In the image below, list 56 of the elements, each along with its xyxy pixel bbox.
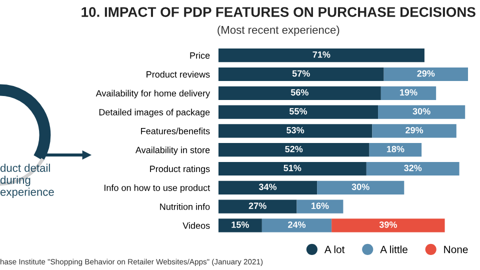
bar — [218, 143, 370, 157]
y-tick-label: Nutrition info — [160, 203, 210, 210]
bar — [218, 86, 381, 100]
chart-subtitle: (Most recent experience) — [218, 26, 340, 36]
y-tick-label: Features/benefits — [141, 128, 210, 134]
y-tick-label: Availability in store — [135, 146, 210, 155]
data-label: 52% — [285, 146, 303, 152]
legend-label: A lot — [324, 246, 345, 254]
bar — [369, 143, 422, 157]
data-label: 16% — [312, 202, 329, 209]
data-label: 24% — [288, 221, 306, 228]
data-label: 29% — [417, 70, 435, 77]
text: duct detail during experience — [0, 164, 54, 198]
y-tick-label: Price — [190, 52, 210, 59]
bar — [372, 124, 456, 138]
data-label: 27% — [248, 202, 266, 209]
data-label: 18% — [386, 146, 404, 152]
bar — [218, 105, 378, 119]
data-label: 29% — [406, 126, 424, 134]
legend-label: None — [444, 246, 468, 254]
bar — [262, 218, 332, 232]
data-label: 56% — [290, 89, 308, 96]
bar — [218, 200, 297, 214]
data-label: 15% — [232, 222, 249, 228]
chart-title: 10. IMPACT OF PDP FEATURES ON PURCHASE DECISIONS — [82, 7, 476, 17]
bar — [218, 180, 318, 194]
bar — [378, 105, 466, 119]
y-tick-label: Videos — [182, 222, 210, 229]
data-label: 57% — [292, 70, 310, 77]
data-label: 19% — [400, 89, 418, 96]
data-label: 30% — [412, 108, 430, 114]
y-tick-label: Detailed images of package — [99, 108, 210, 118]
bar — [218, 67, 384, 82]
bar — [384, 67, 468, 82]
data-label: 34% — [258, 184, 277, 190]
bar — [317, 180, 404, 194]
bar — [380, 86, 436, 100]
data-label: 53% — [286, 126, 304, 134]
y-tick-label: Info on how to use product — [104, 184, 210, 193]
data-label: 39% — [379, 221, 397, 228]
bar — [332, 218, 445, 232]
bar — [366, 162, 460, 176]
y-tick-label: Product reviews — [146, 70, 210, 78]
data-label: 32% — [404, 164, 422, 172]
y-tick-label: Product ratings — [150, 165, 210, 174]
bar — [218, 124, 372, 138]
bar — [218, 162, 366, 176]
data-label: 55% — [289, 108, 308, 114]
bar — [296, 200, 344, 214]
data-label: 51% — [284, 164, 302, 172]
bar — [218, 218, 262, 232]
data-label: 30% — [352, 184, 370, 190]
legend-label: A little — [380, 246, 408, 254]
y-tick-label: Availability for home delivery — [96, 90, 210, 98]
bar — [218, 48, 424, 62]
data-label: 71% — [312, 51, 330, 58]
